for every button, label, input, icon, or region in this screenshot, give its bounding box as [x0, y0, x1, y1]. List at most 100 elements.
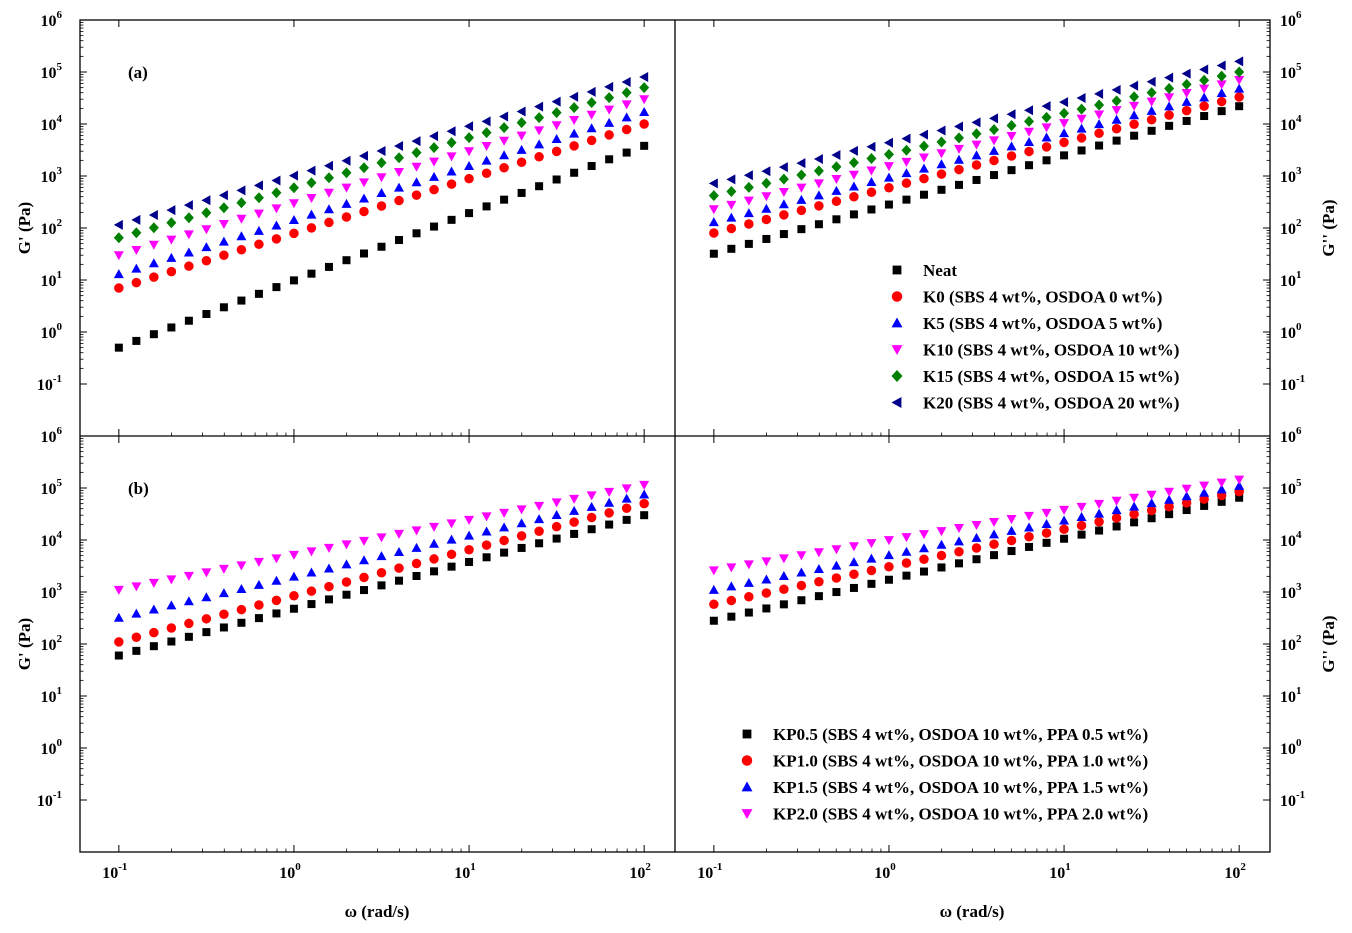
storage-modulus-point — [114, 343, 123, 352]
storage-modulus-point — [534, 526, 544, 537]
storage-modulus-point — [271, 595, 282, 606]
storage-modulus-point — [446, 166, 457, 176]
storage-modulus-point — [569, 141, 579, 151]
loss-modulus-point — [1216, 96, 1227, 107]
storage-modulus-point — [411, 136, 421, 147]
storage-modulus-point — [622, 515, 631, 524]
storage-modulus-point — [447, 215, 456, 224]
storage-modulus-point — [359, 586, 368, 595]
storage-modulus-point — [253, 209, 264, 219]
y-tick-label-left: 103 — [41, 581, 63, 602]
loss-modulus-point — [1129, 119, 1139, 129]
y-tick-label-right: 102 — [1280, 633, 1302, 654]
loss-modulus-point — [1059, 97, 1069, 108]
x-axis-label: ω (rad/s) — [940, 902, 1005, 921]
y-axis-label-right: G'' (Pa) — [1319, 199, 1338, 256]
x-tick-label: 10-1 — [102, 861, 127, 882]
storage-modulus-point — [481, 526, 492, 536]
y-tick-label-left: 101 — [41, 685, 63, 706]
storage-modulus-point — [132, 646, 141, 655]
loss-modulus-point — [918, 140, 929, 152]
loss-modulus-point — [1094, 88, 1104, 99]
legend-marker — [742, 729, 752, 739]
loss-modulus-point — [1146, 114, 1157, 125]
storage-modulus-point — [481, 540, 492, 550]
storage-modulus-point — [429, 142, 440, 154]
data-points — [113, 56, 1245, 660]
storage-modulus-point — [376, 157, 387, 169]
storage-modulus-point — [254, 289, 263, 298]
storage-modulus-point — [604, 497, 615, 507]
storage-modulus-point — [552, 534, 561, 543]
storage-modulus-point — [201, 242, 212, 252]
loss-modulus-point — [1129, 509, 1139, 519]
loss-modulus-point — [1234, 475, 1245, 485]
storage-modulus-point — [516, 518, 527, 528]
loss-modulus-point — [1146, 498, 1157, 508]
loss-modulus-point — [848, 557, 859, 567]
storage-modulus-point — [358, 555, 369, 565]
storage-modulus-point — [306, 165, 316, 176]
storage-modulus-point — [218, 219, 229, 229]
loss-modulus-point — [936, 550, 947, 561]
loss-modulus-point — [953, 121, 963, 132]
storage-modulus-point — [236, 185, 246, 196]
y-tick-label-left: 10-1 — [37, 373, 62, 394]
loss-modulus-point — [1111, 124, 1122, 134]
loss-modulus-point — [1129, 91, 1140, 103]
storage-modulus-point — [307, 600, 316, 609]
storage-modulus-point — [131, 263, 142, 273]
loss-modulus-point — [1111, 84, 1121, 95]
storage-modulus-point — [131, 632, 142, 642]
loss-modulus-point — [744, 239, 753, 248]
loss-modulus-point — [1181, 498, 1192, 508]
storage-modulus-point — [499, 508, 510, 518]
y-axis-label-left: G' (Pa) — [15, 618, 34, 670]
loss-modulus-point — [1165, 121, 1174, 130]
loss-modulus-point — [1164, 101, 1175, 111]
loss-modulus-point — [727, 244, 736, 253]
storage-modulus-point — [271, 575, 282, 585]
loss-modulus-point — [1024, 511, 1035, 521]
storage-modulus-point — [586, 501, 597, 511]
storage-modulus-point — [429, 538, 440, 548]
loss-modulus-point — [1041, 528, 1052, 538]
storage-modulus-point — [464, 121, 474, 132]
storage-modulus-point — [376, 173, 387, 183]
y-tick-label-right: 101 — [1280, 685, 1302, 706]
loss-modulus-point — [1199, 494, 1209, 504]
loss-modulus-point — [778, 554, 789, 564]
storage-modulus-point — [586, 110, 597, 120]
loss-modulus-point — [762, 234, 771, 243]
loss-modulus-point — [1076, 103, 1087, 115]
loss-modulus-point — [1199, 92, 1210, 102]
loss-modulus-point — [796, 183, 807, 193]
storage-modulus-point — [166, 575, 177, 585]
loss-modulus-point — [1111, 513, 1122, 523]
loss-modulus-point — [919, 190, 928, 199]
loss-modulus-point — [971, 150, 982, 160]
loss-modulus-point — [1164, 501, 1174, 512]
y-tick-label-left: 105 — [41, 477, 63, 498]
storage-modulus-point — [253, 579, 264, 589]
loss-modulus-point — [1181, 491, 1192, 501]
storage-modulus-point — [569, 102, 580, 114]
loss-modulus-point — [866, 187, 877, 197]
loss-modulus-point — [936, 159, 947, 169]
storage-modulus-point — [306, 586, 317, 596]
loss-modulus-point — [1076, 512, 1087, 522]
loss-modulus-point — [1094, 516, 1104, 527]
storage-modulus-point — [341, 198, 352, 208]
storage-modulus-point — [131, 214, 141, 225]
storage-modulus-point — [166, 623, 177, 633]
legend-entry: KP1.5 (SBS 4 wt%, OSDOA 10 wt%, PPA 1.5 … — [773, 778, 1148, 797]
y-tick-label-left: 100 — [41, 737, 63, 758]
storage-modulus-point — [218, 190, 228, 201]
loss-modulus-point — [796, 158, 806, 169]
loss-modulus-point — [971, 140, 982, 150]
storage-modulus-point — [149, 272, 159, 282]
legend-marker — [891, 369, 903, 383]
storage-modulus-point — [149, 330, 158, 339]
loss-modulus-point — [884, 200, 893, 209]
loss-modulus-point — [761, 574, 772, 584]
